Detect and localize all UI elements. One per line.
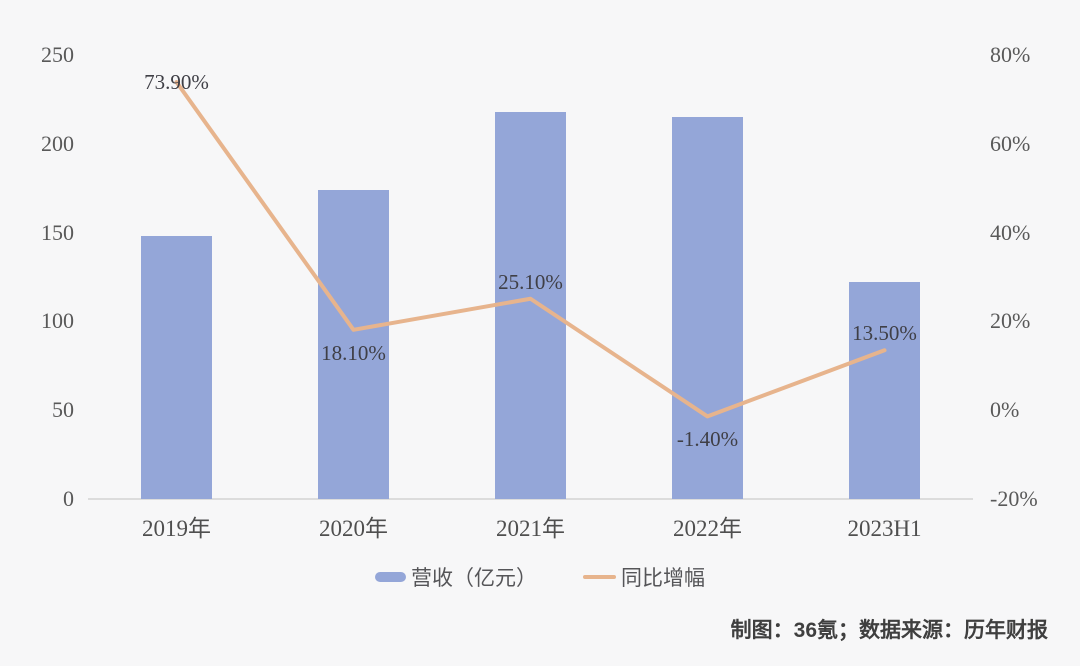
bar-swatch-icon (375, 572, 406, 582)
x-axis-category-label: 2023H1 (847, 516, 922, 541)
x-axis-category-label: 2021年 (496, 516, 565, 541)
line-point-value-label: -1.40% (676, 427, 739, 452)
left-axis-tick-label: 0 (63, 486, 74, 511)
left-axis-tick-label: 100 (41, 308, 74, 334)
x-axis-category-label: 2020年 (319, 516, 388, 541)
left-axis-tick-label: 250 (41, 42, 74, 67)
line-point-value-label: 25.10% (498, 269, 563, 294)
legend-label-revenue: 营收（亿元） (411, 567, 537, 590)
right-axis-tick-label: 40% (990, 219, 1031, 245)
x-axis-category-label: 2022年 (673, 516, 742, 541)
revenue-bar (672, 117, 743, 499)
right-axis-tick-label: 80% (990, 42, 1031, 67)
right-axis-tick-label: 20% (990, 308, 1031, 334)
right-axis-tick-label: 0% (990, 397, 1020, 423)
credit-text: 制图：36氪；数据来源：历年财报 (730, 619, 1048, 642)
growth-line-path (174, 80, 887, 419)
left-axis-tick-label: 150 (41, 219, 74, 245)
line-point-value-label: 18.10% (321, 340, 386, 365)
x-axis-line (88, 498, 973, 500)
x-axis-category-label: 2019年 (142, 516, 211, 541)
legend-label-growth: 同比增幅 (621, 567, 705, 590)
revenue-bar (495, 111, 566, 499)
revenue-bar (318, 189, 389, 499)
legend-item-growth: 同比增幅 (583, 562, 705, 592)
left-axis-tick-label: 200 (41, 130, 74, 156)
legend: 营收（亿元） 同比增幅 (0, 560, 1080, 594)
line-point-value-label: 73.90% (144, 70, 209, 95)
revenue-bar (849, 282, 920, 499)
revenue-bar (141, 236, 212, 499)
line-point-value-label: 13.50% (852, 321, 917, 346)
line-swatch-icon (583, 575, 616, 579)
legend-item-revenue: 营收（亿元） (375, 562, 537, 592)
left-axis-tick-label: 50 (52, 397, 74, 423)
right-axis-tick-label: 60% (990, 130, 1031, 156)
right-axis-tick-label: -20% (990, 486, 1038, 511)
